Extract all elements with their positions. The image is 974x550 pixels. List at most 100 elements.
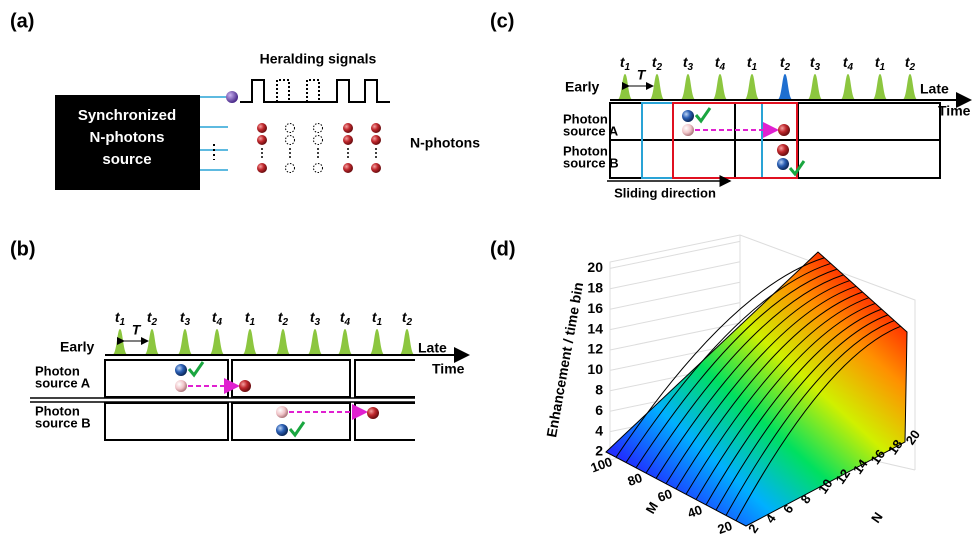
empty-photon	[286, 164, 295, 173]
dotted-pulse	[307, 80, 319, 102]
time-slot-label: t2	[780, 54, 791, 73]
time-slot-label: t1	[620, 54, 631, 73]
x-tick-label: 20	[715, 518, 734, 537]
y-tick-label: 14	[587, 320, 603, 336]
pulse-peak	[112, 329, 128, 355]
photons-label: N-photons	[410, 135, 480, 151]
pulse-peak	[369, 329, 385, 355]
panel-label: (c)	[490, 10, 514, 32]
pulse-peak	[307, 329, 323, 355]
time-slot-label: t4	[340, 309, 351, 328]
photon	[239, 380, 251, 392]
late-label: Late	[920, 81, 949, 97]
dotted-pulse	[277, 80, 289, 102]
heralding-pulses	[240, 80, 390, 102]
panel-label: (a)	[10, 10, 34, 32]
photon	[175, 364, 187, 376]
time-slot-label: t2	[652, 54, 663, 73]
pulse-peak	[872, 74, 888, 100]
photon	[343, 135, 353, 145]
photon	[257, 135, 267, 145]
late-label: Late	[418, 340, 447, 356]
pulse-peak	[399, 329, 415, 355]
box	[105, 403, 228, 440]
grid-line	[610, 241, 740, 268]
pulse-peak	[712, 74, 728, 100]
source-text: source	[102, 151, 151, 168]
y-tick-label: 18	[587, 280, 603, 296]
photon	[257, 123, 267, 133]
pulse-peak	[275, 329, 291, 355]
source-label: source A	[35, 375, 91, 390]
y-tick-label: 6	[595, 402, 603, 418]
sliding-label: Sliding direction	[614, 185, 716, 200]
box	[232, 403, 350, 440]
photon	[175, 380, 187, 392]
photon	[371, 135, 381, 145]
box	[105, 360, 228, 397]
period-label: T	[637, 67, 647, 83]
x-tick-label: 80	[625, 470, 644, 489]
y-tick-label: 20	[587, 259, 603, 275]
time-slot-label: t1	[875, 54, 886, 73]
time-slot-label: t1	[372, 309, 383, 328]
early-label: Early	[565, 79, 599, 95]
time-slot-label: t2	[905, 54, 916, 73]
photon	[371, 123, 381, 133]
time-label: Time	[432, 361, 465, 377]
pulse-peak	[617, 74, 633, 100]
photon	[367, 407, 379, 419]
pulse-peak	[144, 329, 160, 355]
empty-photon	[286, 124, 295, 133]
check-mark	[696, 108, 710, 121]
box	[232, 360, 350, 397]
pulse-peak	[744, 74, 760, 100]
time-slot-label: t3	[810, 54, 821, 73]
photon	[276, 424, 288, 436]
grid-line	[610, 282, 740, 309]
time-slot-label: t4	[212, 309, 223, 328]
x-axis-label: M	[643, 499, 661, 516]
period-label: T	[132, 322, 142, 338]
open-box	[355, 360, 415, 397]
figure: (a)SynchronizedN-photonssourceHeralding …	[0, 0, 974, 550]
photon	[371, 163, 381, 173]
panel-label: (b)	[10, 238, 36, 260]
pulse-peak	[649, 74, 665, 100]
empty-photon	[314, 124, 323, 133]
empty-photon	[286, 136, 295, 145]
time-label: Time	[938, 103, 971, 119]
pulse-peak	[807, 74, 823, 100]
check-mark	[290, 422, 304, 435]
source-text: N-photons	[90, 129, 165, 146]
time-slot-label: t1	[245, 309, 256, 328]
pulse-peak	[840, 74, 856, 100]
photon	[226, 91, 238, 103]
y-tick-label: 4	[595, 422, 603, 438]
grid-line	[610, 262, 740, 289]
pulse-peak	[337, 329, 353, 355]
pulse-peak	[242, 329, 258, 355]
x-tick-label: 60	[655, 486, 674, 505]
photon	[276, 406, 288, 418]
check-mark	[189, 362, 203, 375]
panel-label: (d)	[490, 238, 516, 260]
y-tick-label: 16	[587, 300, 603, 316]
time-slot-label: t3	[180, 309, 191, 328]
time-slot-label: t3	[310, 309, 321, 328]
photon	[682, 124, 694, 136]
time-slot-label: t2	[278, 309, 289, 328]
pulse-peak	[177, 329, 193, 355]
time-slot-label: t4	[843, 54, 854, 73]
x-tick-label: 40	[685, 502, 704, 521]
time-slot-label: t1	[115, 309, 126, 328]
open-box	[355, 403, 415, 440]
z-axis-label: N	[868, 509, 886, 525]
time-slot-label: t2	[147, 309, 158, 328]
pulse-peak	[680, 74, 696, 100]
pulse-peak	[209, 329, 225, 355]
y-tick-label: 8	[595, 382, 603, 398]
y-tick-label: 10	[587, 361, 603, 377]
photon	[777, 158, 789, 170]
time-slot-label: t2	[402, 309, 413, 328]
